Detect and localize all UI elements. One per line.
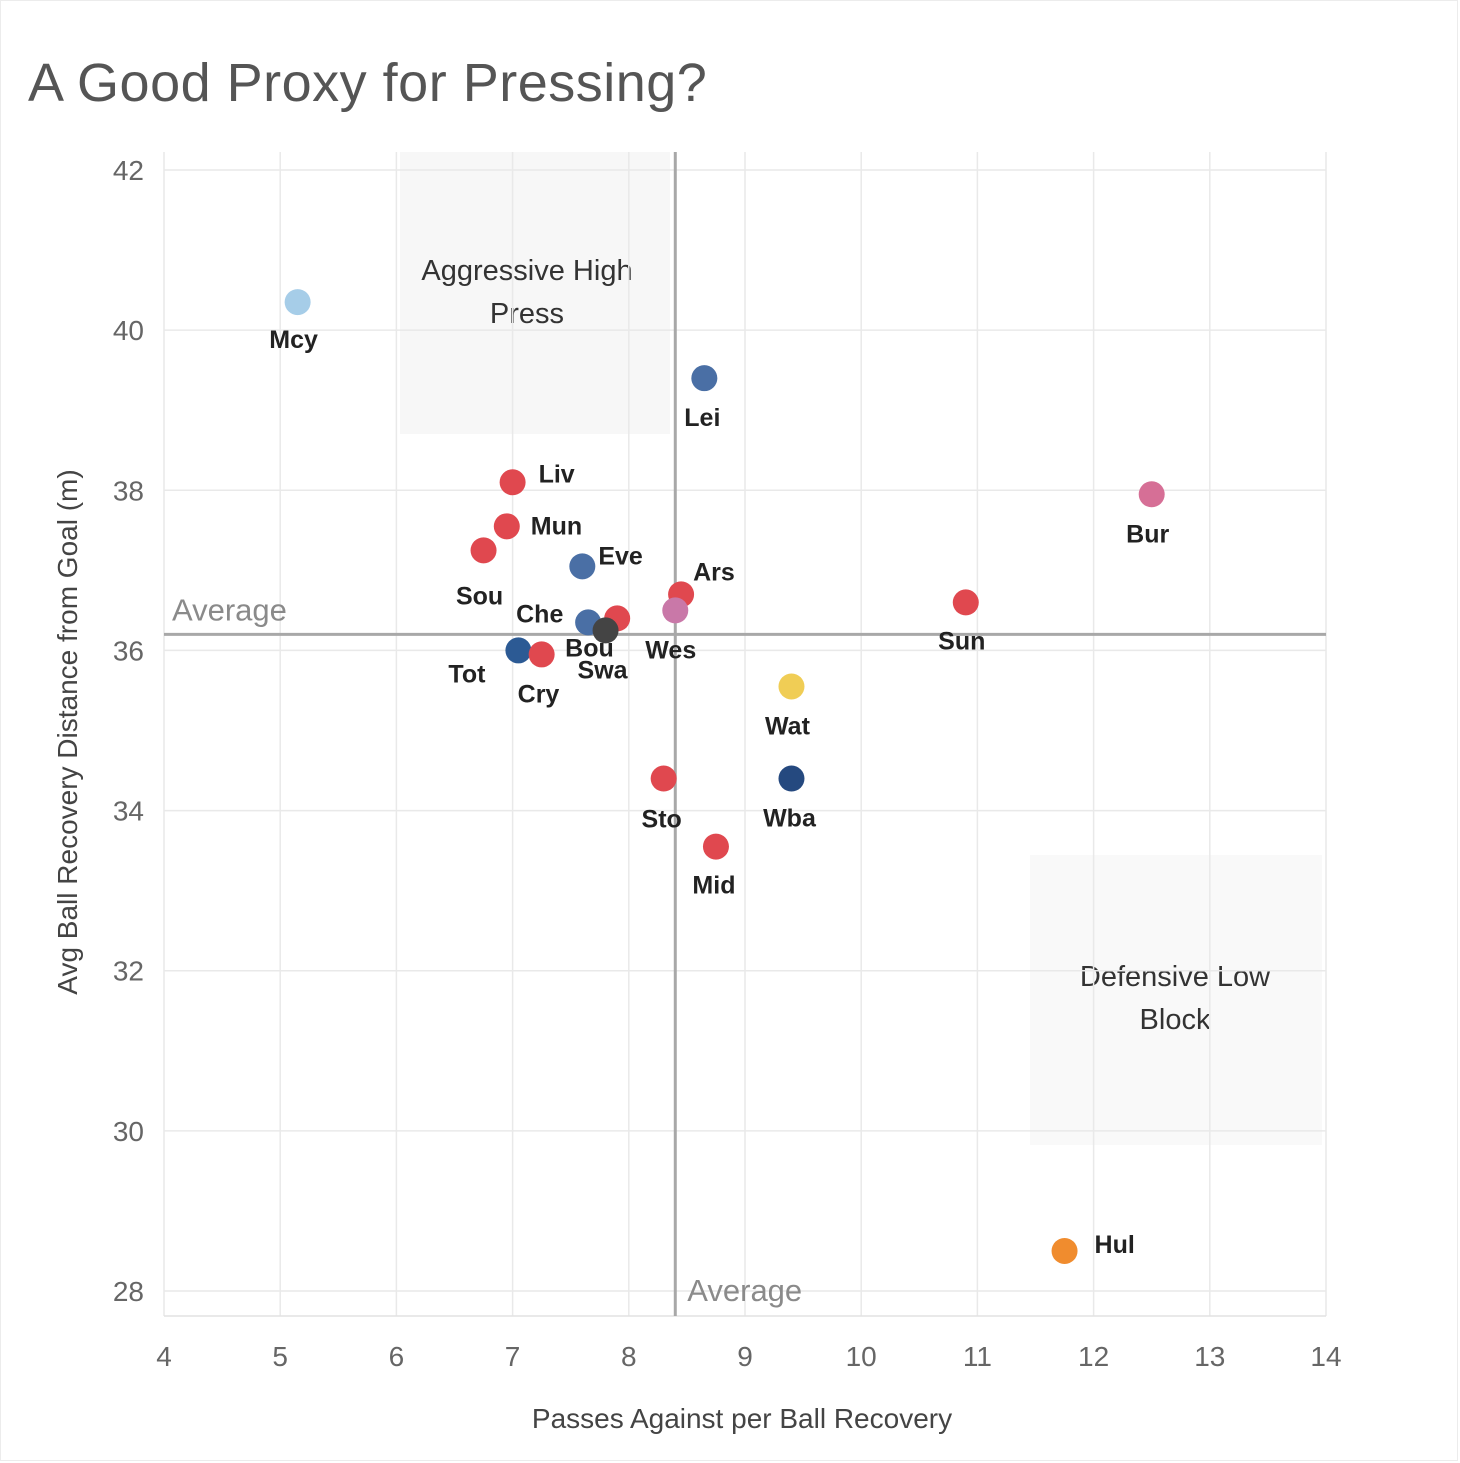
label-cry: Cry <box>518 680 560 708</box>
high-press-zone <box>400 152 670 434</box>
y-tick-label: 34 <box>113 796 144 827</box>
label-bou: Bou <box>565 634 614 662</box>
x-tick-label: 8 <box>621 1341 637 1372</box>
point-bur <box>1138 481 1165 508</box>
x-tick-label: 14 <box>1310 1341 1341 1372</box>
label-wat: Wat <box>765 712 811 740</box>
label-sun: Sun <box>938 627 985 655</box>
label-eve: Eve <box>598 542 643 570</box>
x-tick-label: 12 <box>1078 1341 1109 1372</box>
x-tick-label: 10 <box>846 1341 877 1372</box>
point-lei <box>691 365 718 392</box>
gridlines <box>163 152 1327 1317</box>
point-mun <box>493 513 520 540</box>
x-tick-label: 9 <box>737 1341 753 1372</box>
y-tick-label: 30 <box>113 1116 144 1147</box>
average-y-label: Average <box>172 592 287 627</box>
point-mcy <box>284 289 311 316</box>
label-mid: Mid <box>692 872 735 900</box>
point-sun <box>952 589 979 616</box>
quadrant-shading: Aggressive High Press Defensive Low Block <box>400 152 1322 1145</box>
zone-label: Press <box>490 298 564 330</box>
label-wba: Wba <box>763 805 817 833</box>
point-wba <box>778 765 805 792</box>
x-axis-label: Passes Against per Ball Recovery <box>532 1403 952 1434</box>
label-wes: Wes <box>645 636 696 664</box>
y-tick-label: 42 <box>113 155 144 186</box>
point-wes <box>662 597 689 624</box>
label-ars: Ars <box>693 558 735 586</box>
x-tick-label: 4 <box>156 1341 172 1372</box>
y-axis-label: Avg Ball Recovery Distance from Goal (m) <box>52 469 83 994</box>
label-sou: Sou <box>456 582 503 610</box>
point-liv <box>499 469 526 496</box>
low-block-zone <box>1030 855 1322 1145</box>
y-tick-label: 32 <box>113 956 144 987</box>
point-swa <box>592 617 619 644</box>
x-tick-label: 11 <box>963 1341 992 1372</box>
x-tick-label: 13 <box>1194 1341 1225 1372</box>
y-tick-label: 36 <box>113 635 144 666</box>
x-tick-label: 7 <box>505 1341 521 1372</box>
y-tick-label: 40 <box>113 315 144 346</box>
axis-ticks: 4 5 6 7 8 9 10 11 12 13 14 28 30 32 34 36 38 40 42 <box>113 155 1342 1372</box>
point-eve <box>569 553 596 580</box>
zone-label: Block <box>1140 1004 1211 1036</box>
point-wat <box>778 673 805 700</box>
zone-label: Aggressive High <box>421 255 632 287</box>
label-tot: Tot <box>448 660 486 688</box>
point-hul <box>1051 1237 1078 1264</box>
label-swa: Swa <box>578 656 629 684</box>
point-sto <box>650 765 677 792</box>
label-liv: Liv <box>539 460 575 488</box>
average-lines: Average Average <box>164 152 1326 1316</box>
point-mid <box>702 833 729 860</box>
y-tick-label: 38 <box>113 475 144 506</box>
label-mun: Mun <box>531 512 582 540</box>
label-lei: Lei <box>684 404 720 432</box>
label-mcy: Mcy <box>269 326 318 354</box>
label-hul: Hul <box>1095 1231 1135 1259</box>
x-tick-label: 6 <box>389 1341 405 1372</box>
x-tick-label: 5 <box>272 1341 288 1372</box>
data-points <box>284 289 1165 1264</box>
point-labels: Mcy Lei Liv Mun Sou Eve Bou Ars Wes Che Swa Tot Cry B… <box>269 326 1169 1259</box>
chart-title: A Good Proxy for Pressing? <box>28 53 708 113</box>
average-x-label: Average <box>687 1273 802 1308</box>
label-sto: Sto <box>642 806 682 834</box>
label-che: Che <box>516 600 563 628</box>
label-bur: Bur <box>1126 520 1169 548</box>
point-cry <box>528 641 555 668</box>
zone-label: Defensive Low <box>1080 961 1271 993</box>
y-tick-label: 28 <box>113 1276 144 1307</box>
point-sou <box>470 537 497 564</box>
point-tot <box>505 637 532 664</box>
